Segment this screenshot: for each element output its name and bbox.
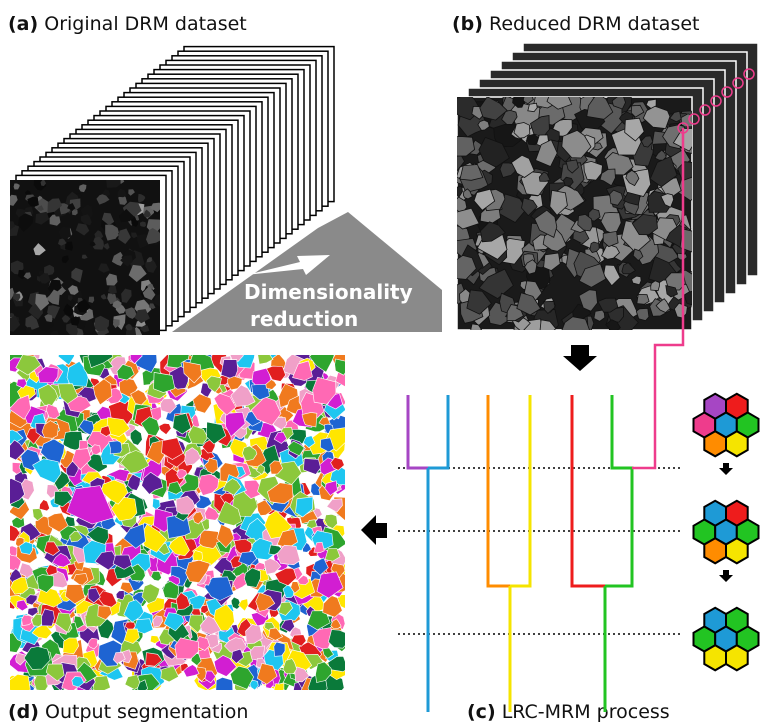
branch <box>428 395 448 468</box>
segment <box>93 676 111 693</box>
branch <box>605 395 632 586</box>
segment <box>154 372 175 392</box>
hexagon <box>704 431 726 456</box>
panel-title: LRC-MRM process <box>502 701 670 723</box>
hexagon <box>726 538 748 563</box>
branch <box>408 395 428 468</box>
reduction-text: Dimensionality <box>244 280 413 304</box>
segmentation-image <box>0 343 357 703</box>
figure: (a) Original DRM dataset (b) Reduced DRM… <box>0 0 760 727</box>
branch <box>488 395 510 586</box>
panel-d-caption: (d) Output segmentation <box>8 701 248 723</box>
down-arrow <box>563 345 597 371</box>
hexagon <box>704 645 726 670</box>
reduction-text: reduction <box>250 307 358 331</box>
panel-a-caption: (a) Original DRM dataset <box>8 13 247 35</box>
segment <box>328 630 350 649</box>
grain <box>637 294 649 304</box>
segment <box>109 441 122 454</box>
panel-label: (a) <box>8 13 38 35</box>
small-arrow <box>719 570 733 582</box>
segment <box>215 677 233 699</box>
panel-label: (d) <box>8 701 39 723</box>
segments <box>0 343 357 703</box>
segment <box>22 615 32 626</box>
small-arrow <box>719 463 733 475</box>
panel-title: Original DRM dataset <box>44 13 247 35</box>
panel-title: Output segmentation <box>45 701 248 723</box>
segment <box>42 609 55 626</box>
hexagon <box>726 431 748 456</box>
segment <box>274 683 284 694</box>
panel-label: (b) <box>452 13 483 35</box>
branch <box>510 395 530 586</box>
branch <box>572 395 605 586</box>
panel-label: (c) <box>467 701 496 723</box>
hexagon <box>704 538 726 563</box>
panel-title: Reduced DRM dataset <box>489 13 699 35</box>
hexagon <box>726 645 748 670</box>
panel-c-caption: (c) LRC-MRM process <box>467 701 670 723</box>
levels <box>398 468 680 634</box>
reduced-stack <box>448 43 758 343</box>
left-arrow <box>361 515 387 545</box>
panel-b-caption: (b) Reduced DRM dataset <box>452 13 700 35</box>
cluster-diagrams <box>694 394 759 671</box>
